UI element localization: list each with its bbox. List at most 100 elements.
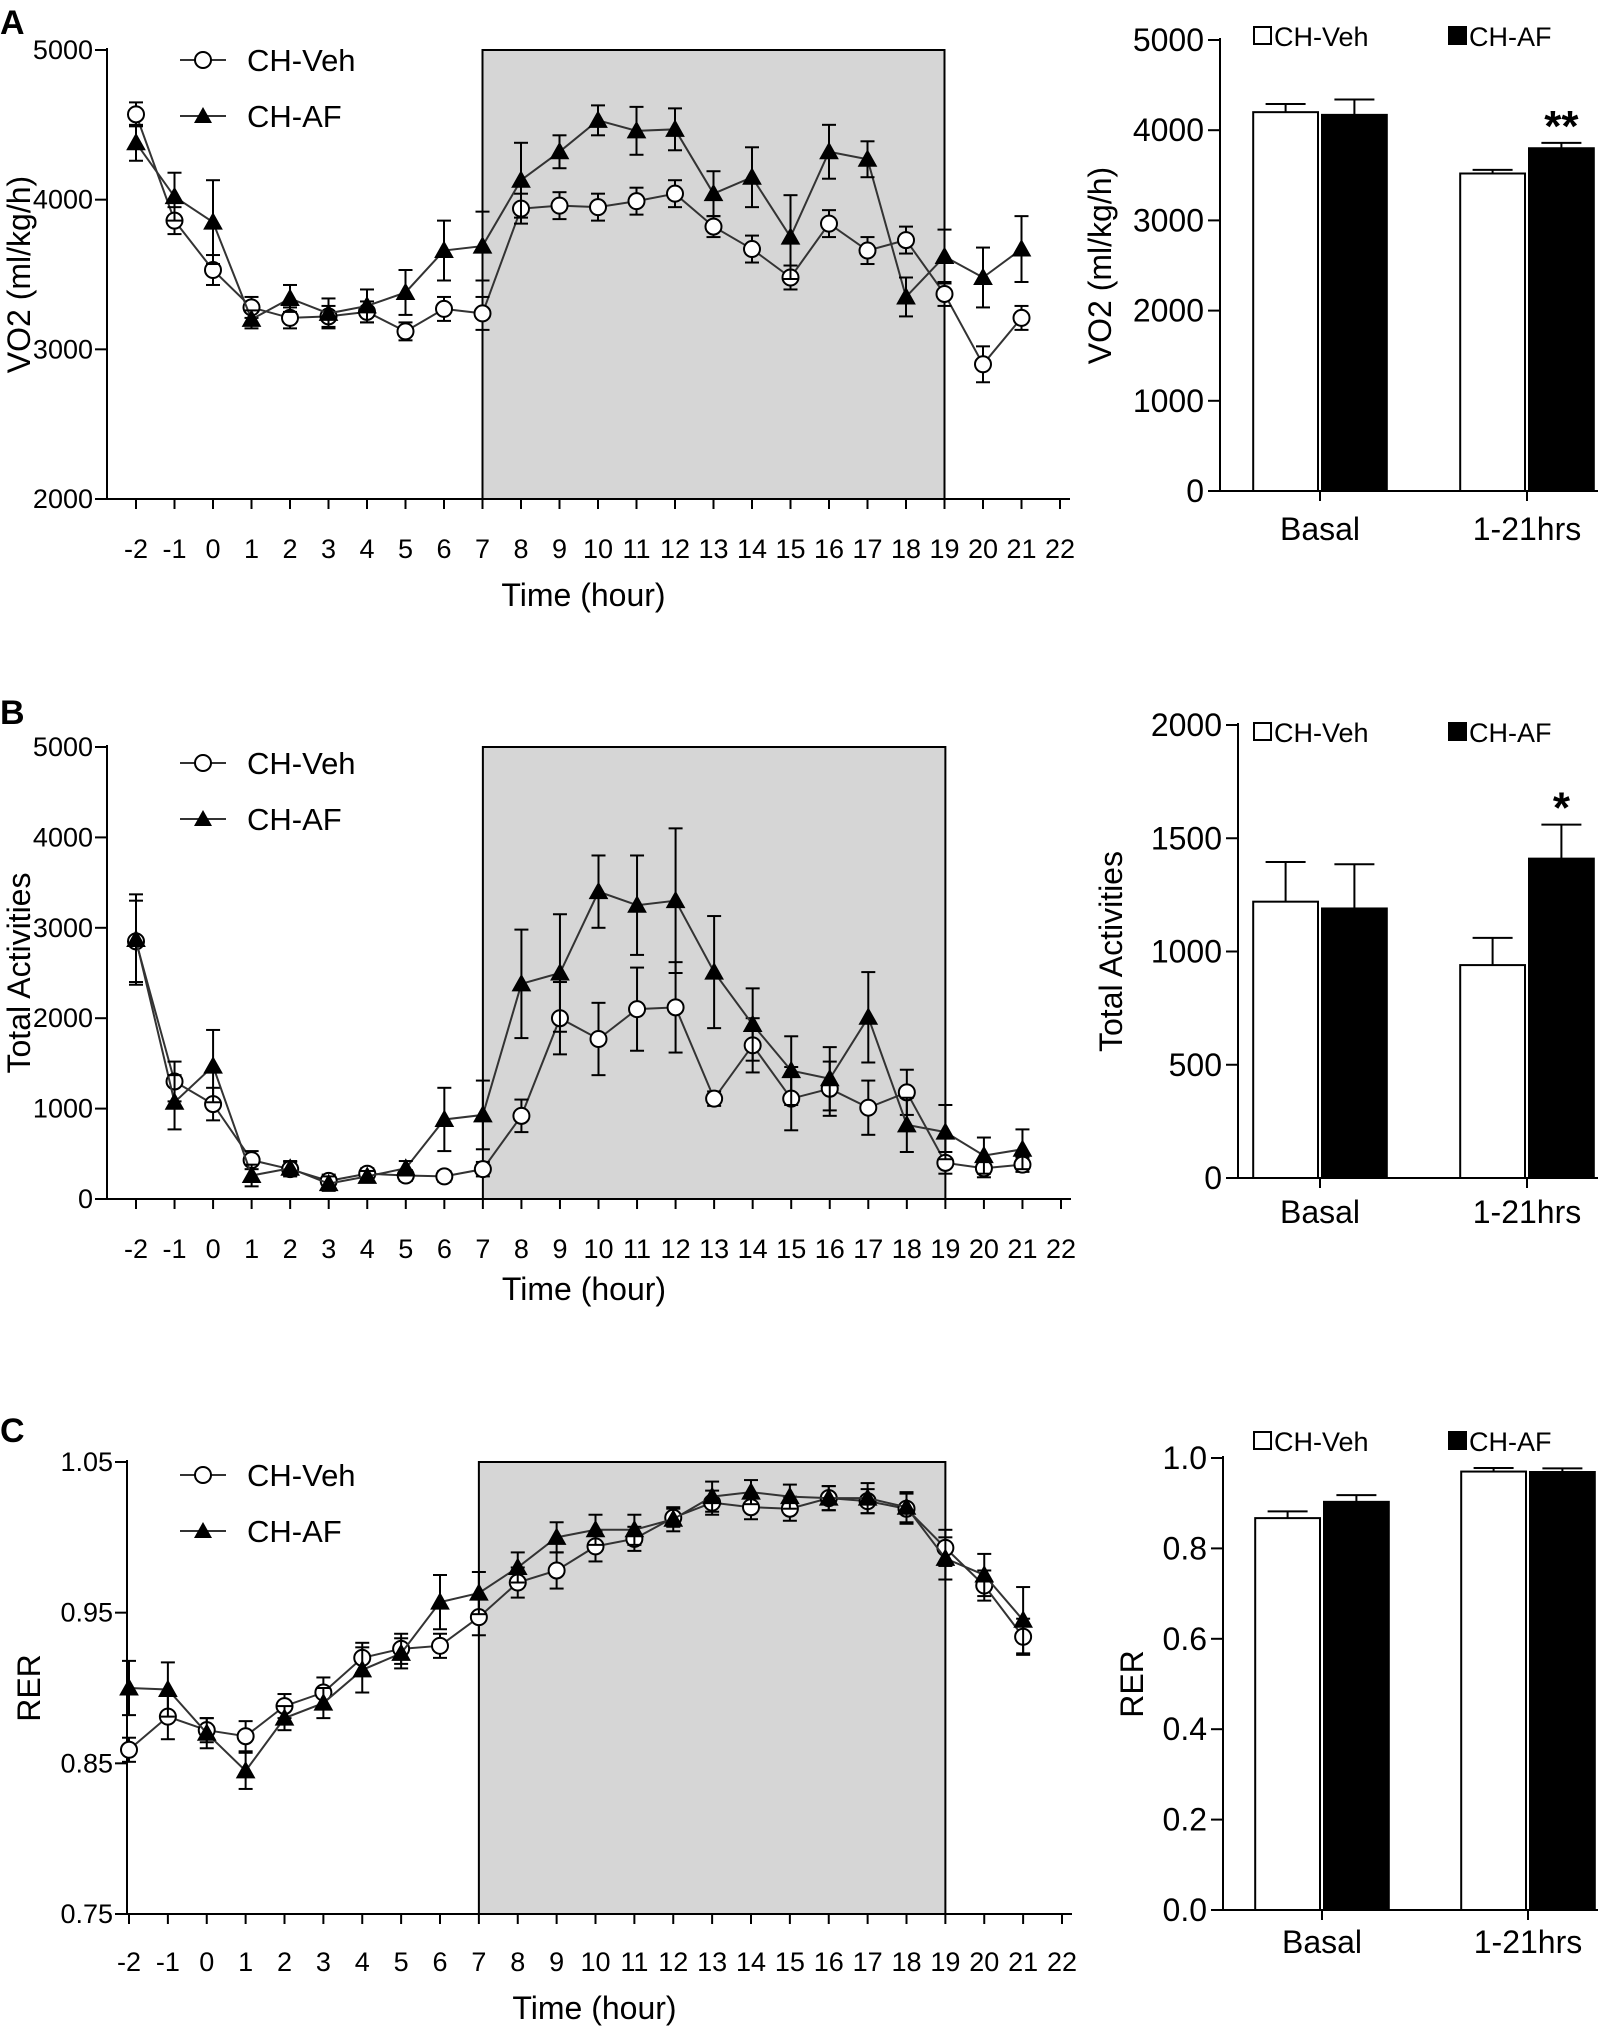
series-line — [135, 890, 1023, 1185]
y-axis-title: Total Activities — [1093, 851, 1129, 1052]
x-tick-label: -2 — [117, 1947, 141, 1977]
data-point — [974, 1145, 994, 1164]
legend-swatch-af — [1448, 26, 1467, 45]
data-point — [120, 1740, 138, 1759]
series-af — [126, 104, 1032, 330]
data-point — [705, 1089, 724, 1108]
data-point — [469, 1583, 489, 1601]
data-point — [126, 929, 146, 948]
x-tick-label: 13 — [698, 534, 728, 564]
x-tick-label: 1 — [244, 534, 259, 564]
y-tick-label: 4000 — [33, 185, 93, 215]
x-axis-title: Time (hour) — [501, 577, 665, 613]
x-tick-label: -1 — [156, 1947, 180, 1977]
legend: CH-Veh CH-AF — [180, 1458, 356, 1549]
data-point — [472, 236, 493, 254]
legend-circle-marker — [194, 1466, 212, 1484]
bar-legend-label-veh: CH-Veh — [1274, 1427, 1369, 1457]
x-tick-label: 7 — [475, 1234, 490, 1264]
bar — [1321, 907, 1388, 1180]
x-tick-label: 0 — [206, 1234, 221, 1264]
y-tick-label: 1500 — [1151, 820, 1222, 856]
data-point — [434, 1109, 455, 1127]
x-tick-label: 21 — [1007, 1234, 1037, 1264]
x-tick-label: 11 — [622, 534, 650, 564]
x-tick-label: 8 — [513, 534, 528, 564]
legend-label-veh: CH-Veh — [247, 1458, 356, 1493]
data-point — [507, 1557, 528, 1575]
y-axis-title: VO2 (ml/kg/h) — [1, 176, 37, 373]
data-point — [391, 1643, 411, 1661]
data-point — [857, 1488, 878, 1506]
x-tick-label: 3 — [321, 1234, 336, 1264]
legend-label-af: CH-AF — [247, 1514, 342, 1549]
y-tick-label: 0 — [1186, 473, 1204, 509]
data-point — [550, 196, 569, 215]
x-tick-label: 1 — [238, 1947, 253, 1977]
data-point — [666, 184, 684, 203]
data-point — [241, 1165, 262, 1183]
x-tick-label: 0 — [205, 534, 220, 564]
x-tick-label: 22 — [1047, 1947, 1077, 1977]
x-tick-label: 3 — [316, 1947, 331, 1977]
x-tick-label: 2 — [283, 1234, 298, 1264]
data-point — [666, 998, 685, 1017]
data-point — [624, 1519, 645, 1538]
x-tick-label: 15 — [775, 534, 805, 564]
x-tick-label: 22 — [1046, 1234, 1076, 1264]
data-point — [704, 217, 723, 236]
x-tick-label: 4 — [355, 1947, 370, 1977]
y-tick-label: 0 — [78, 1184, 93, 1214]
x-tick-label: 4 — [359, 534, 374, 564]
legend-label-af: CH-AF — [247, 802, 342, 837]
y-tick-label: 2000 — [1151, 707, 1222, 743]
data-point — [665, 119, 685, 137]
bar — [1252, 900, 1319, 1179]
x-tick-label: 7 — [475, 534, 490, 564]
category-label: 1-21hrs — [1474, 1924, 1583, 1960]
data-point — [241, 309, 262, 327]
bar — [1254, 1517, 1321, 1911]
y-tick-label: 4000 — [33, 822, 93, 852]
bar-legend-label-af: CH-AF — [1469, 1427, 1552, 1457]
x-tick-label: -1 — [163, 1234, 187, 1264]
y-axis-title: VO2 (ml/kg/h) — [1082, 167, 1118, 364]
data-point — [547, 1561, 566, 1580]
data-point — [203, 1056, 223, 1074]
x-tick-label: 16 — [814, 1947, 844, 1977]
data-point — [1011, 239, 1032, 257]
y-tick-label: 0.75 — [60, 1899, 113, 1929]
legend: CH-Veh CH-AF — [180, 43, 356, 134]
bar-legend: CH-Veh CH-AF — [1253, 1427, 1552, 1457]
bar — [1323, 1500, 1390, 1911]
data-point — [665, 890, 686, 909]
data-point — [820, 214, 838, 233]
legend-label-af: CH-AF — [247, 99, 342, 134]
category-label: 1-21hrs — [1473, 1194, 1582, 1230]
data-point — [1012, 1139, 1033, 1157]
x-tick-label: 14 — [738, 1234, 768, 1264]
x-tick-label: 15 — [775, 1947, 805, 1977]
data-point — [396, 322, 415, 341]
data-point — [935, 1548, 956, 1566]
x-tick-label: 6 — [437, 1234, 452, 1264]
data-point — [280, 1158, 301, 1176]
y-tick-label: 2000 — [33, 484, 93, 514]
x-tick-label: 8 — [510, 1947, 525, 1977]
data-point — [743, 240, 761, 259]
data-point — [896, 286, 916, 305]
x-tick-label: 13 — [697, 1947, 727, 1977]
y-tick-label: 5000 — [1133, 22, 1204, 58]
data-point — [742, 167, 762, 185]
data-point — [703, 183, 724, 202]
legend-circle-marker — [194, 754, 212, 772]
x-tick-label: 14 — [737, 534, 767, 564]
y-tick-label: 1.05 — [60, 1447, 113, 1477]
x-tick-label: 17 — [853, 1947, 883, 1977]
data-point — [781, 1060, 802, 1079]
bar-legend: CH-Veh CH-AF — [1253, 22, 1552, 52]
y-axis-title: Total Activities — [1, 873, 37, 1074]
data-point — [473, 304, 492, 323]
data-point — [627, 192, 646, 211]
